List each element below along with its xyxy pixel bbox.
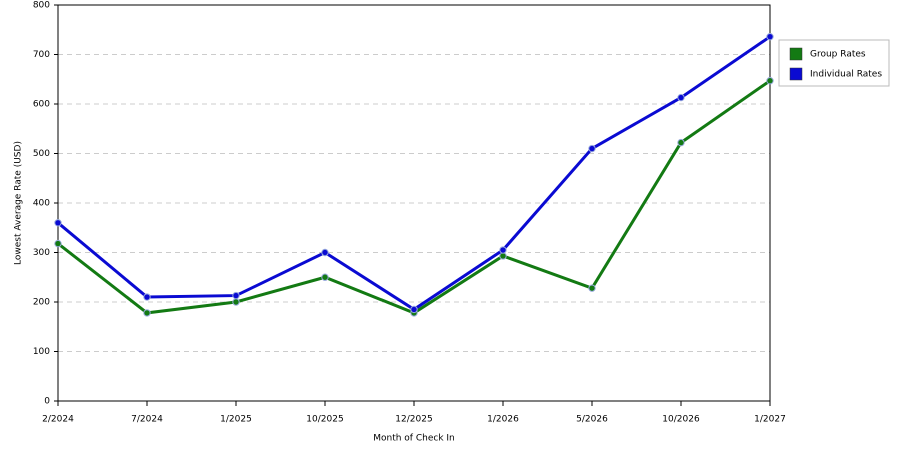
point [232, 298, 240, 306]
point [677, 138, 685, 147]
line [57, 79, 771, 315]
point [54, 219, 62, 227]
x-axis-label: Month of Check In [373, 434, 455, 444]
x-tick-label: 10/2025 [306, 415, 343, 425]
x-tick-label: 2/2024 [42, 415, 74, 425]
point [410, 305, 418, 314]
y-tick-label: 600 [33, 100, 50, 110]
y-axis-label: Lowest Average Rate (USD) [14, 141, 24, 265]
point [499, 246, 507, 254]
point [321, 248, 329, 257]
y-tick-label: 500 [33, 149, 50, 159]
x-tick-label: 7/2024 [131, 415, 163, 425]
y-tick-label: 400 [33, 199, 50, 209]
point [321, 273, 329, 281]
point [677, 93, 685, 102]
x-tick-label: 5/2026 [576, 415, 608, 425]
point [54, 239, 62, 248]
y-tick-label: 800 [33, 1, 50, 11]
y-tick-label: 100 [33, 347, 50, 357]
point [232, 291, 240, 300]
x-tick-label: 1/2027 [754, 415, 786, 425]
point [143, 293, 151, 301]
x-tick-label: 1/2025 [220, 415, 252, 425]
legend-label: Group Rates [810, 50, 866, 60]
y-tick-label: 700 [33, 50, 50, 60]
point [588, 144, 596, 153]
legend-swatch [789, 47, 803, 61]
y-tick-label: 200 [33, 298, 50, 308]
y-tick-label: 0 [44, 397, 50, 407]
point [588, 284, 596, 292]
point [766, 32, 774, 41]
point [499, 252, 507, 260]
point [143, 309, 151, 317]
x-tick-label: 1/2026 [487, 415, 519, 425]
x-tick-label: 12/2025 [395, 415, 432, 425]
x-tick-label: 10/2026 [662, 415, 700, 425]
point [766, 77, 774, 85]
y-tick-label: 300 [33, 248, 50, 258]
legend-swatch [789, 67, 803, 81]
legend-label: Individual Rates [810, 70, 882, 80]
